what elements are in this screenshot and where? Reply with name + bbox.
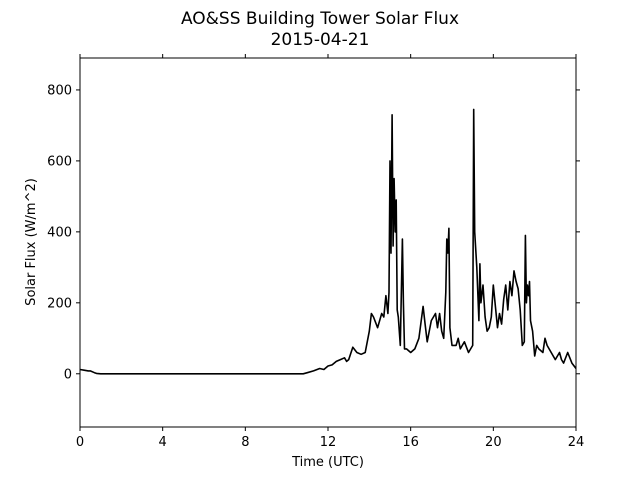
x-tick-label: 20 <box>485 435 502 450</box>
y-tick-label: 200 <box>47 296 72 311</box>
y-axis: 0 200 400 600 800 <box>47 83 580 382</box>
x-tick-label: 0 <box>76 435 84 450</box>
x-tick-label: 16 <box>402 435 419 450</box>
solar-flux-line <box>80 108 576 375</box>
y-tick-label: 0 <box>64 367 72 382</box>
x-tick-label: 12 <box>320 435 337 450</box>
x-axis: 0 4 8 12 16 20 24 <box>76 54 584 450</box>
x-tick-label: 8 <box>241 435 249 450</box>
y-tick-label: 600 <box>47 154 72 169</box>
x-axis-label: Time (UTC) <box>291 455 364 470</box>
x-tick-label: 4 <box>159 435 167 450</box>
x-tick-label: 24 <box>568 435 585 450</box>
y-tick-label: 400 <box>47 225 72 240</box>
y-tick-label: 800 <box>47 83 72 98</box>
chart-title: AO&SS Building Tower Solar Flux <box>181 9 459 29</box>
chart-subtitle: 2015-04-21 <box>271 30 370 50</box>
y-axis-label: Solar Flux (W/m^2) <box>24 178 39 306</box>
